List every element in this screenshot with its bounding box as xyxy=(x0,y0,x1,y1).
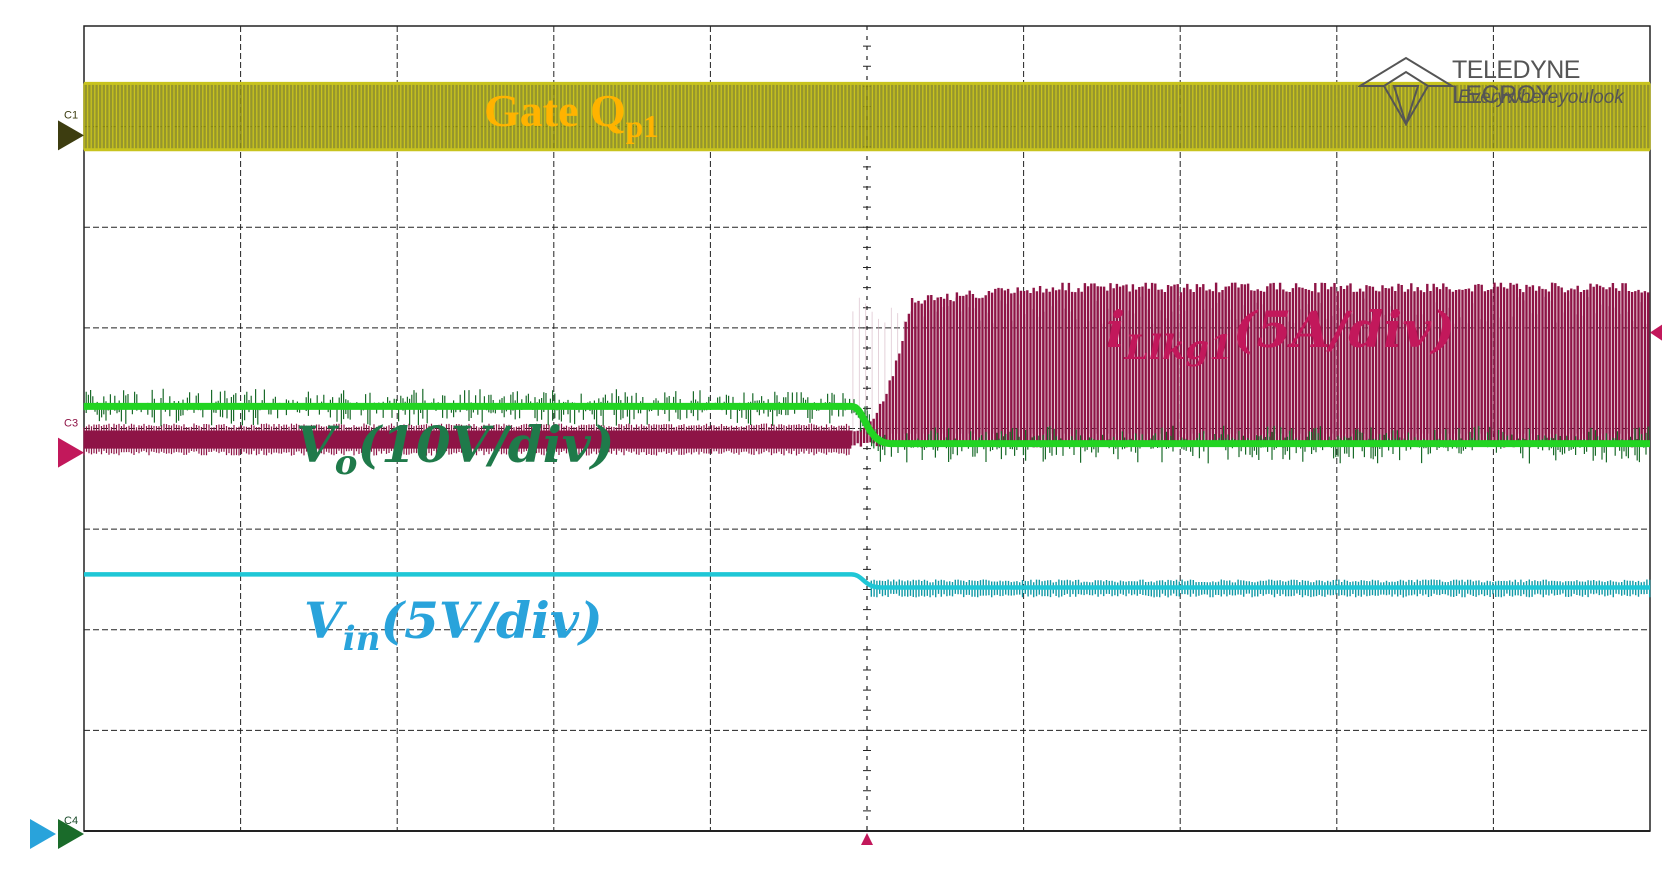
c1-marker xyxy=(58,120,84,151)
gate-qp1-label: Gate Qp1 xyxy=(484,85,659,143)
vo-label-base: V xyxy=(296,415,335,474)
brand-name: TELEDYNE LECROY xyxy=(1452,56,1580,109)
vin-label-sub: in xyxy=(342,618,381,659)
vo-label-scale: (10V/div) xyxy=(357,415,615,474)
vin-label: Vin(5V/div) xyxy=(304,596,603,656)
ilkg-label: iLlkg1(5A/div) xyxy=(1106,305,1455,365)
ilkg-label-sub: Llkg1 xyxy=(1125,327,1233,368)
teledyne-lecroy-logo xyxy=(1358,56,1456,126)
vin-label-base: V xyxy=(304,591,343,650)
traces xyxy=(83,81,1651,598)
c4-marker-label: C4 xyxy=(64,815,78,827)
ilkg-label-base: i xyxy=(1106,300,1125,359)
vin-label-scale: (5V/div) xyxy=(380,591,603,650)
ilkg-label-scale: (5A/div) xyxy=(1232,300,1455,359)
vin-trace xyxy=(84,572,1650,590)
ilkg-trace-before xyxy=(83,423,850,456)
c2-marker xyxy=(58,819,84,849)
brand-tagline: Everywhereyoulook xyxy=(1458,87,1624,108)
vo-label-sub: o xyxy=(334,442,358,483)
gate-qp1-trace xyxy=(83,83,1651,150)
channel-markers: C1 C3 C4 xyxy=(30,109,1662,849)
c3-marker xyxy=(58,437,84,468)
c4-marker xyxy=(30,819,56,849)
ilkg-right-marker xyxy=(1650,324,1662,341)
trigger-marker xyxy=(861,833,873,845)
c3-marker-label: C3 xyxy=(64,418,78,430)
ilkg-trace-after xyxy=(850,282,1650,448)
gate-label-text: Gate Q xyxy=(484,85,626,136)
vo-label: Vo(10V/div) xyxy=(296,420,614,480)
gate-label-sub: p1 xyxy=(625,108,659,144)
c1-marker-label: C1 xyxy=(64,109,78,121)
ilkg-trace-highlight xyxy=(852,296,1647,434)
vo-trace xyxy=(84,402,1650,448)
